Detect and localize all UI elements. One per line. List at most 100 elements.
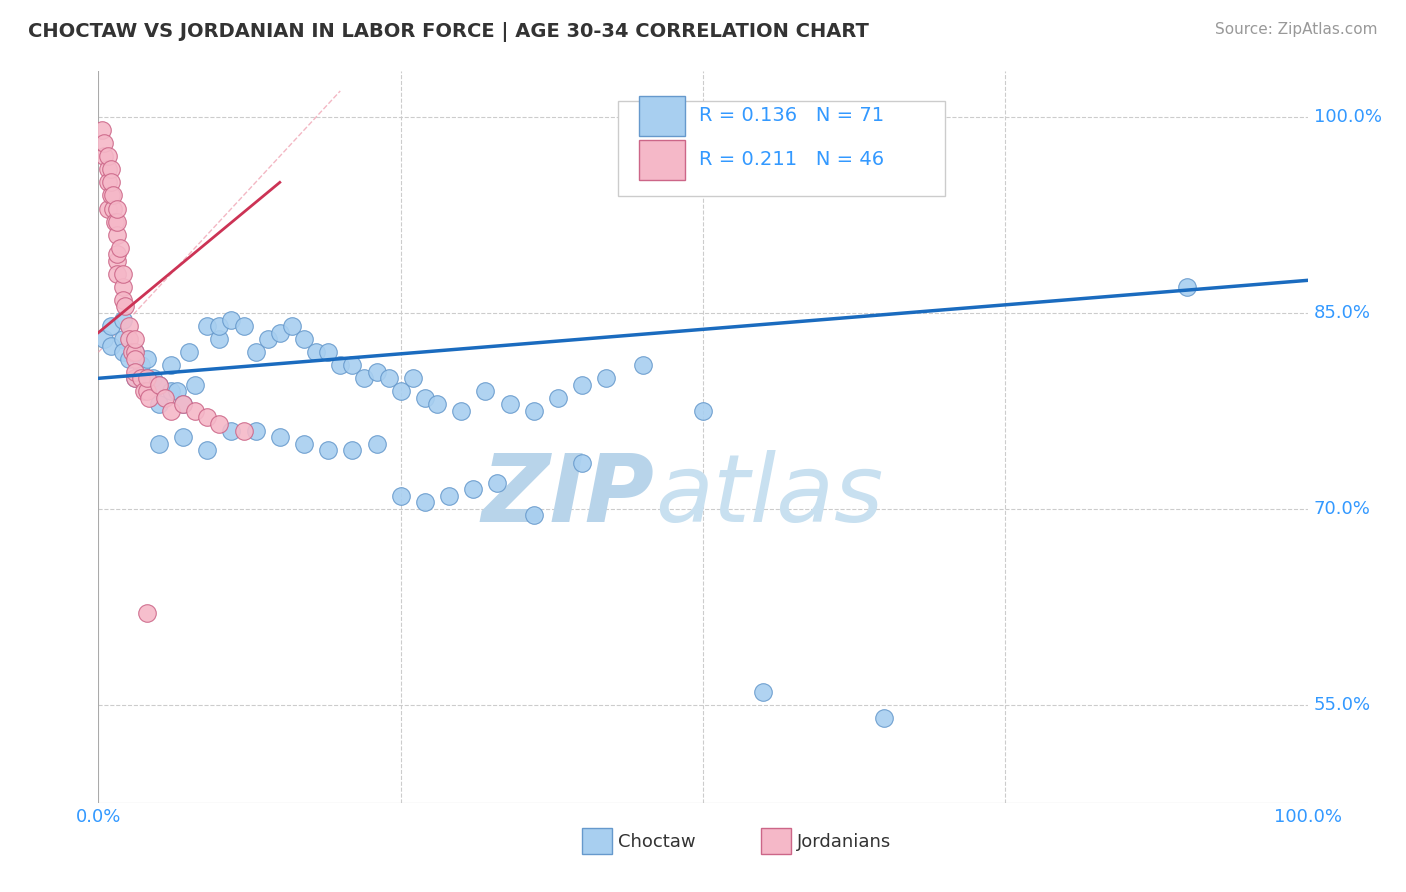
Point xyxy=(135,371,157,385)
Point xyxy=(523,404,546,418)
Point xyxy=(148,397,170,411)
Point xyxy=(124,345,146,359)
Point xyxy=(105,214,128,228)
Point xyxy=(111,332,134,346)
Point xyxy=(114,300,136,314)
Point xyxy=(111,280,134,294)
Point xyxy=(148,377,170,392)
Text: R = 0.136   N = 71: R = 0.136 N = 71 xyxy=(699,106,884,125)
Point xyxy=(118,351,141,366)
Point xyxy=(160,358,183,372)
Point xyxy=(111,345,134,359)
Point xyxy=(129,371,152,385)
Point xyxy=(316,345,339,359)
Point xyxy=(245,424,267,438)
Point xyxy=(100,188,122,202)
Point xyxy=(353,371,375,385)
Point xyxy=(184,404,207,418)
Text: Source: ZipAtlas.com: Source: ZipAtlas.com xyxy=(1215,22,1378,37)
Point xyxy=(232,424,254,438)
Point xyxy=(692,404,714,418)
Point xyxy=(184,377,207,392)
Point xyxy=(269,326,291,340)
Point xyxy=(195,410,218,425)
Point xyxy=(111,312,134,326)
Point xyxy=(142,371,165,385)
Point xyxy=(463,483,485,497)
Point xyxy=(105,227,128,242)
Point xyxy=(208,332,231,346)
Point xyxy=(329,358,352,372)
Point xyxy=(377,371,399,385)
Point xyxy=(281,319,304,334)
Point xyxy=(105,253,128,268)
Point xyxy=(97,175,120,189)
Point xyxy=(305,345,328,359)
Point xyxy=(105,247,128,261)
Text: Jordanians: Jordanians xyxy=(797,832,891,851)
Point xyxy=(153,391,176,405)
Point xyxy=(100,162,122,177)
Point xyxy=(105,202,128,216)
Point xyxy=(595,371,617,385)
Bar xyxy=(582,829,613,854)
Point xyxy=(160,404,183,418)
Point xyxy=(91,123,114,137)
Point xyxy=(93,149,115,163)
Point xyxy=(402,371,425,385)
Point xyxy=(474,384,496,399)
Point xyxy=(160,384,183,399)
Point xyxy=(498,397,520,411)
Point xyxy=(366,436,388,450)
Bar xyxy=(638,96,685,136)
Point xyxy=(97,149,120,163)
Point xyxy=(221,312,243,326)
Point xyxy=(148,377,170,392)
Text: CHOCTAW VS JORDANIAN IN LABOR FORCE | AGE 30-34 CORRELATION CHART: CHOCTAW VS JORDANIAN IN LABOR FORCE | AG… xyxy=(28,22,869,42)
Point xyxy=(166,384,188,399)
Bar xyxy=(638,140,685,180)
Point xyxy=(100,319,122,334)
Point xyxy=(486,475,509,490)
Text: Choctaw: Choctaw xyxy=(619,832,696,851)
Point xyxy=(389,489,412,503)
Point xyxy=(208,319,231,334)
Text: 55.0%: 55.0% xyxy=(1313,696,1371,714)
Point xyxy=(135,384,157,399)
Point xyxy=(269,430,291,444)
Point xyxy=(389,384,412,399)
Point xyxy=(631,358,654,372)
Point xyxy=(221,424,243,438)
Text: 70.0%: 70.0% xyxy=(1313,500,1371,518)
Point xyxy=(342,358,364,372)
Point xyxy=(148,436,170,450)
Point xyxy=(124,332,146,346)
Point xyxy=(316,443,339,458)
Point xyxy=(97,202,120,216)
Point xyxy=(118,319,141,334)
Point xyxy=(413,495,436,509)
Point xyxy=(118,332,141,346)
Point xyxy=(172,397,194,411)
Point xyxy=(232,319,254,334)
Point xyxy=(93,136,115,151)
Point xyxy=(450,404,472,418)
Point xyxy=(873,711,896,725)
Point xyxy=(134,384,156,399)
Point xyxy=(101,202,124,216)
Point xyxy=(124,345,146,359)
Point xyxy=(111,293,134,307)
Point xyxy=(366,365,388,379)
Point xyxy=(135,607,157,621)
Point xyxy=(135,351,157,366)
Point xyxy=(571,377,593,392)
Point xyxy=(124,351,146,366)
Point xyxy=(292,332,315,346)
Point xyxy=(195,319,218,334)
Point xyxy=(752,685,775,699)
Point xyxy=(1175,280,1198,294)
Point xyxy=(138,391,160,405)
Point xyxy=(426,397,449,411)
Point xyxy=(97,162,120,177)
Point xyxy=(124,371,146,385)
